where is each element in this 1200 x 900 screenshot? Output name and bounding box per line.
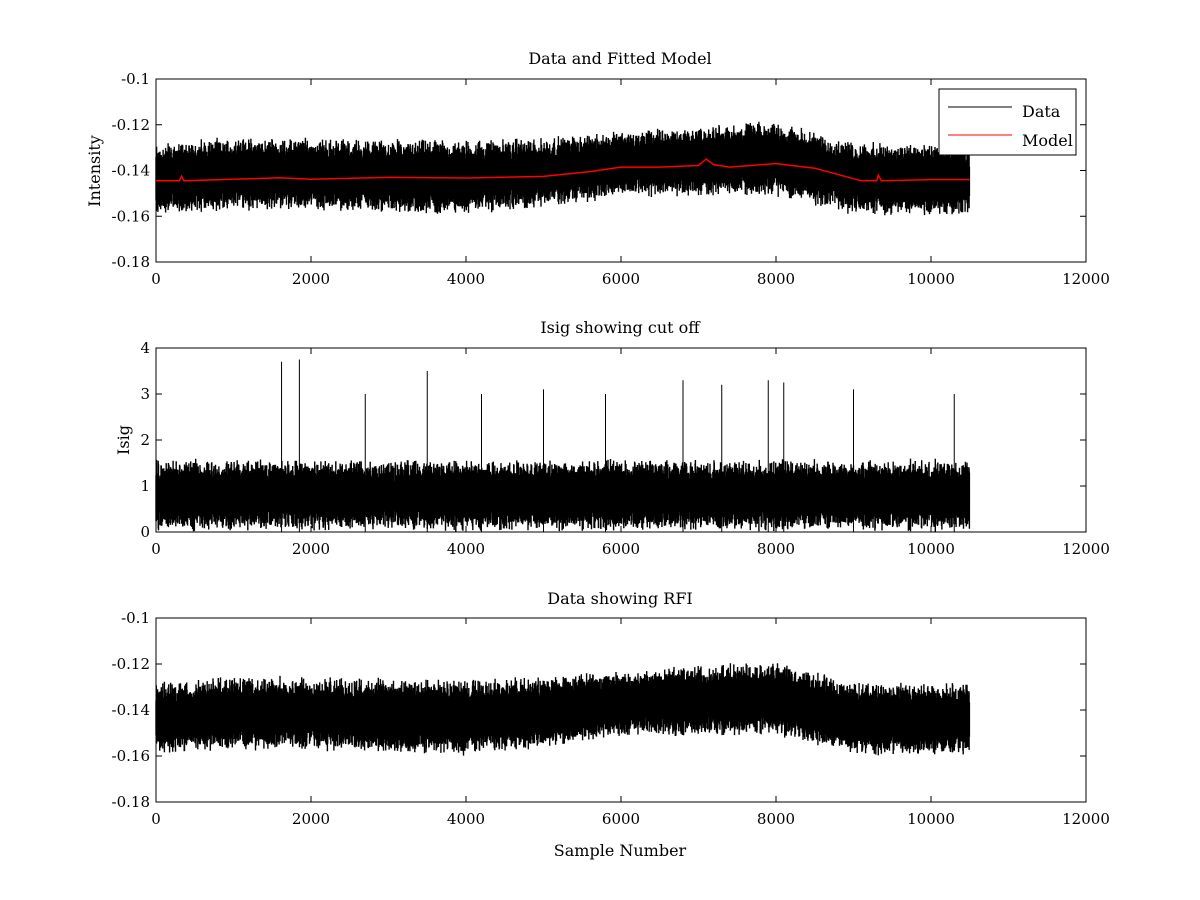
y-tick-label: 1 <box>140 477 150 495</box>
panel-title: Isig showing cut off <box>540 318 701 337</box>
panel-isig-cutoff: Isig showing cut off Isig 0 2000 4000 6000 8… <box>114 318 1110 558</box>
plot-area: 0 2000 4000 6000 8000 10000 12000 -0.18 -0.16 -0.… <box>112 609 1110 828</box>
x-tick-label: 4000 <box>447 270 485 288</box>
x-tick-label: 10000 <box>907 270 955 288</box>
x-tick-label: 6000 <box>602 810 640 828</box>
x-tick-label: 10000 <box>907 540 955 558</box>
x-tick-label: 4000 <box>447 540 485 558</box>
y-axis-label: Intensity <box>85 135 104 207</box>
y-tick-label: -0.16 <box>112 207 150 225</box>
x-tick-label: 2000 <box>292 270 330 288</box>
panel-data-showing-rfi: Data showing RFI Sample Number 0 2000 4000… <box>112 589 1110 860</box>
y-tick-label: -0.14 <box>112 162 150 180</box>
series-data-trace <box>155 663 971 756</box>
y-tick-label: 4 <box>140 339 150 357</box>
x-axis-label: Sample Number <box>554 841 687 860</box>
x-tick-label: 6000 <box>602 540 640 558</box>
panel-data-and-fitted-model: Data and Fitted Model Intensity 0 2000 400… <box>85 49 1110 288</box>
plot-area: 0 2000 4000 6000 8000 10000 12000 -0.18 -0.16 -0.… <box>112 70 1110 288</box>
x-tick-label: 10000 <box>907 810 955 828</box>
x-tick-label: 0 <box>151 540 161 558</box>
y-tick-label: -0.1 <box>121 609 150 627</box>
x-tick-label: 8000 <box>757 270 795 288</box>
panel-title: Data and Fitted Model <box>528 49 711 68</box>
x-tick-label: 8000 <box>757 810 795 828</box>
y-axis-label: Isig <box>114 425 133 455</box>
x-tick-label: 12000 <box>1062 270 1110 288</box>
x-tick-label: 8000 <box>757 540 795 558</box>
x-tick-label: 4000 <box>447 810 485 828</box>
series-data-trace <box>155 121 971 216</box>
x-tick-label: 2000 <box>292 540 330 558</box>
x-tick-label: 0 <box>151 270 161 288</box>
y-tick-label: -0.18 <box>112 253 150 271</box>
x-tick-label: 6000 <box>602 270 640 288</box>
x-tick-label: 12000 <box>1062 540 1110 558</box>
y-tick-label: -0.1 <box>121 70 150 88</box>
x-tick-label: 12000 <box>1062 810 1110 828</box>
x-tick-label: 2000 <box>292 810 330 828</box>
y-tick-label: -0.18 <box>112 793 150 811</box>
y-tick-label: -0.16 <box>112 747 150 765</box>
panel-title: Data showing RFI <box>547 589 692 608</box>
x-tick-label: 0 <box>151 810 161 828</box>
legend-data-label: Data <box>1022 102 1061 121</box>
y-tick-label: -0.12 <box>112 116 150 134</box>
y-tick-label: -0.12 <box>112 655 150 673</box>
y-tick-label: 3 <box>140 385 150 403</box>
legend: Data Model <box>938 88 1077 156</box>
plot-area: 0 2000 4000 6000 8000 10000 12000 0 1 2 3 4 <box>140 339 1109 558</box>
series-model-line <box>156 158 970 182</box>
legend-model-label: Model <box>1022 131 1073 150</box>
y-tick-label: 2 <box>140 431 150 449</box>
legend-box <box>938 88 1077 156</box>
y-tick-label: -0.14 <box>112 701 150 719</box>
y-tick-label: 0 <box>140 523 150 541</box>
